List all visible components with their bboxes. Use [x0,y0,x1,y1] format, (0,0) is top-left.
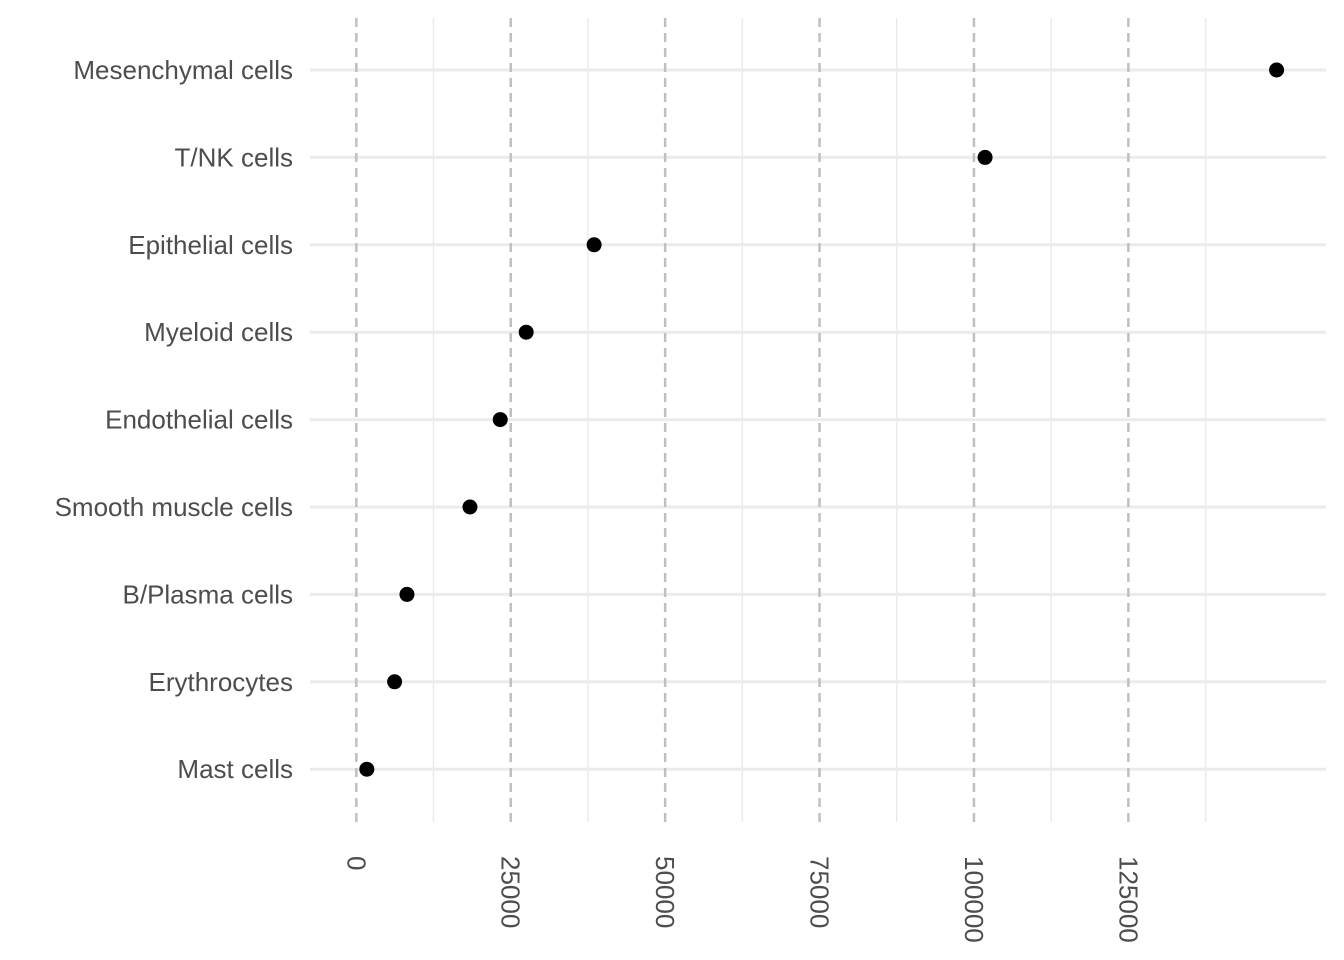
data-point [462,499,478,515]
y-axis-labels: Mesenchymal cells T/NK cells Epithelial ce… [55,55,293,784]
data-point [586,237,602,253]
data-point [399,586,415,602]
data-point [1269,62,1285,78]
data-points [359,62,1285,777]
data-point [387,674,403,690]
x-axis-tick-labels: 0 25000 50000 75000 100000 125000 [341,856,1143,943]
data-point [492,412,508,428]
data-point [518,324,534,340]
y-axis-label: Erythrocytes [149,667,294,697]
y-axis-label: Endothelial cells [105,405,293,435]
y-axis-label: Smooth muscle cells [55,492,293,522]
data-point [359,761,375,777]
category-gridlines [310,68,1326,771]
x-axis-tick-label: 50000 [650,856,680,928]
x-axis-tick-label: 75000 [805,856,835,928]
y-axis-label: Mesenchymal cells [73,55,293,85]
x-axis-tick-label: 0 [341,856,371,870]
data-point [977,149,993,165]
x-axis-tick-label: 100000 [959,856,989,943]
y-axis-label: Epithelial cells [128,230,293,260]
y-axis-label: T/NK cells [175,142,293,172]
y-axis-label: Myeloid cells [144,317,293,347]
y-axis-label: Mast cells [177,754,293,784]
x-axis-tick-label: 25000 [496,856,526,928]
x-axis-tick-label: 125000 [1113,856,1143,943]
y-axis-label: B/Plasma cells [123,579,294,609]
